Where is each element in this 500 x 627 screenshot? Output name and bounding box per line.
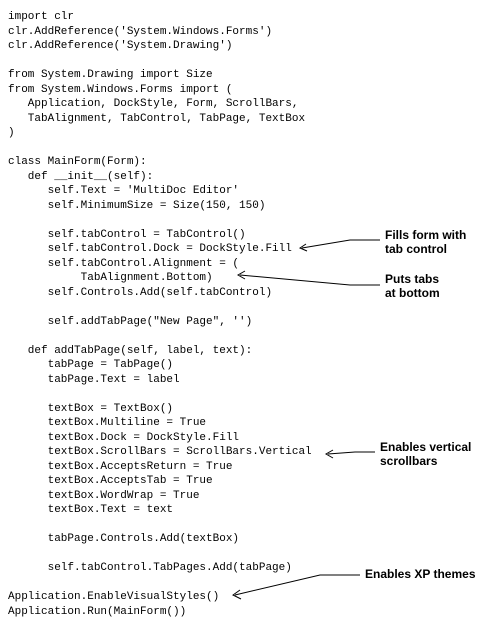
code-line: Application.EnableVisualStyles() — [8, 591, 219, 603]
code-line: textBox.Dock = DockStyle.Fill — [8, 432, 239, 444]
code-line: clr.AddReference('System.Windows.Forms') — [8, 26, 272, 38]
code-line: TabAlignment, TabControl, TabPage, TextB… — [8, 113, 305, 125]
code-line: self.tabControl = TabControl() — [8, 229, 246, 241]
code-line: class MainForm(Form): — [8, 156, 147, 168]
code-line: import clr — [8, 11, 74, 23]
code-line: self.addTabPage("New Page", '') — [8, 316, 252, 328]
code-line: textBox.Text = text — [8, 504, 173, 516]
code-line: from System.Windows.Forms import ( — [8, 84, 232, 96]
code-line: Application, DockStyle, Form, ScrollBars… — [8, 98, 298, 110]
code-line: from System.Drawing import Size — [8, 69, 213, 81]
code-line: self.Controls.Add(self.tabControl) — [8, 287, 272, 299]
code-line: textBox.WordWrap = True — [8, 490, 199, 502]
annotation-line: Enables XP themes — [365, 567, 476, 581]
annotation-scrollbars: Enables vertical scrollbars — [380, 440, 471, 468]
code-line: textBox = TextBox() — [8, 403, 173, 415]
code-line: Application.Run(MainForm()) — [8, 606, 186, 618]
code-line: ) — [8, 127, 15, 139]
code-line: self.tabControl.Dock = DockStyle.Fill — [8, 243, 292, 255]
code-listing: import clr clr.AddReference('System.Wind… — [8, 10, 492, 619]
code-line: tabPage = TabPage() — [8, 359, 173, 371]
annotation-line: scrollbars — [380, 454, 437, 468]
code-line: TabAlignment.Bottom) — [8, 272, 213, 284]
code-line: textBox.AcceptsTab = True — [8, 475, 213, 487]
annotation-line: Fills form with — [385, 228, 466, 242]
code-line: self.MinimumSize = Size(150, 150) — [8, 200, 265, 212]
annotation-line: at bottom — [385, 286, 440, 300]
annotation-xp-themes: Enables XP themes — [365, 567, 476, 581]
code-line: clr.AddReference('System.Drawing') — [8, 40, 232, 52]
code-line: tabPage.Controls.Add(textBox) — [8, 533, 239, 545]
annotation-line: Enables vertical — [380, 440, 471, 454]
code-line: def addTabPage(self, label, text): — [8, 345, 252, 357]
code-line: self.tabControl.TabPages.Add(tabPage) — [8, 562, 292, 574]
code-line: self.Text = 'MultiDoc Editor' — [8, 185, 239, 197]
code-line: def __init__(self): — [8, 171, 153, 183]
annotation-line: Puts tabs — [385, 272, 439, 286]
annotation-puts-tabs: Puts tabs at bottom — [385, 272, 440, 300]
code-line: textBox.Multiline = True — [8, 417, 206, 429]
code-line: textBox.ScrollBars = ScrollBars.Vertical — [8, 446, 312, 458]
code-line: self.tabControl.Alignment = ( — [8, 258, 239, 270]
annotation-line: tab control — [385, 242, 447, 256]
code-line: textBox.AcceptsReturn = True — [8, 461, 232, 473]
annotation-fills-form: Fills form with tab control — [385, 228, 466, 256]
code-line: tabPage.Text = label — [8, 374, 180, 386]
